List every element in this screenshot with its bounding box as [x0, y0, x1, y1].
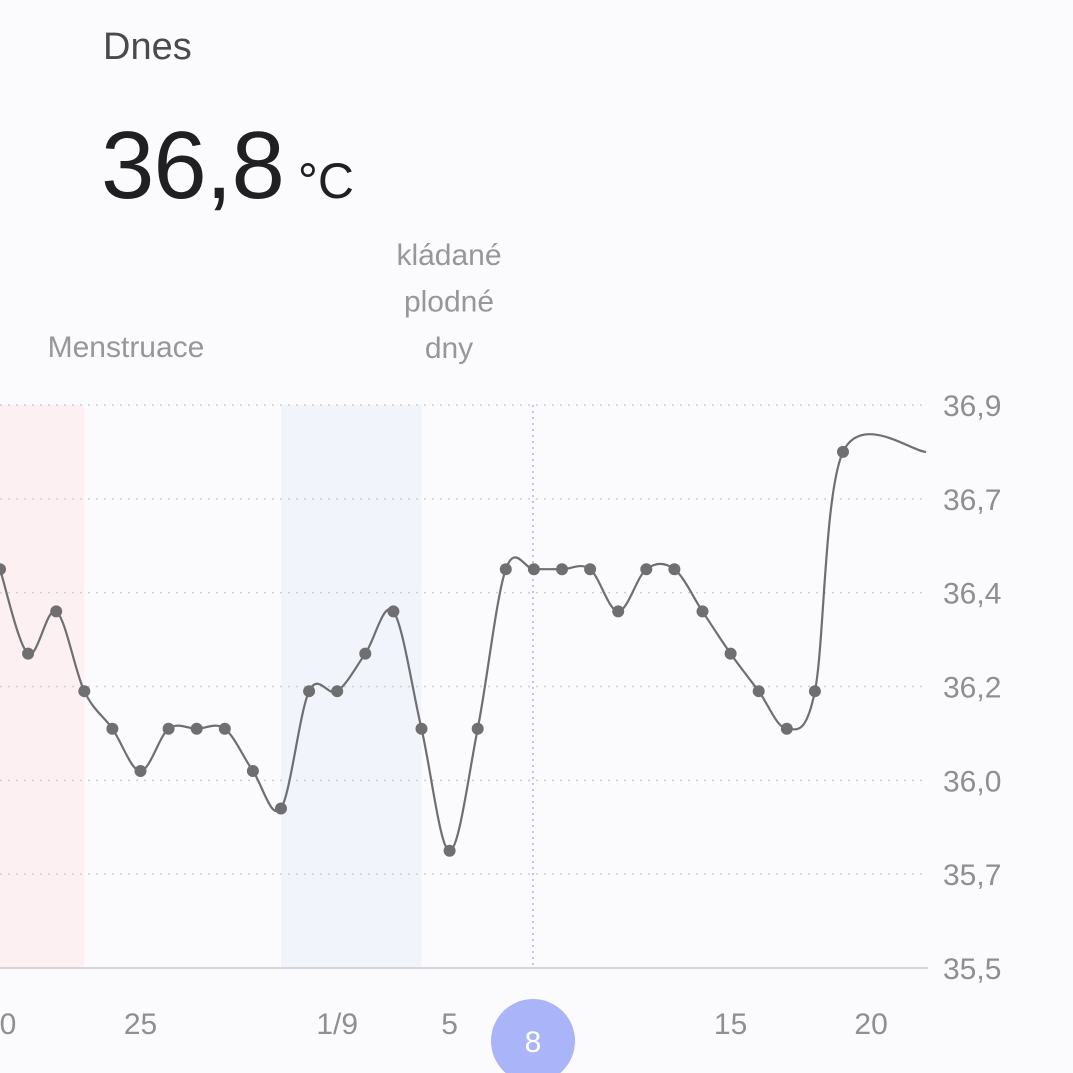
today-label: Dnes	[103, 26, 192, 68]
data-point[interactable]	[50, 605, 63, 618]
data-point[interactable]	[415, 722, 428, 735]
x-tick-label: 15	[714, 1008, 747, 1041]
temperature-line	[0, 433, 927, 852]
data-point[interactable]	[275, 802, 287, 815]
data-point[interactable]	[0, 563, 6, 576]
data-point[interactable]	[162, 722, 175, 735]
data-point[interactable]	[808, 685, 821, 698]
y-tick-label: 36,7	[943, 484, 1001, 517]
zone-label: plodné	[404, 286, 494, 319]
y-tick-label: 36,4	[943, 578, 1001, 611]
current-temperature: 36,8 °C	[101, 118, 354, 214]
x-tick-label: 1/9	[316, 1008, 358, 1041]
data-point[interactable]	[218, 722, 231, 735]
data-point[interactable]	[443, 844, 456, 857]
y-tick-label: 36,9	[943, 390, 1001, 423]
today-marker-label: 8	[525, 1026, 542, 1059]
y-tick-label: 35,5	[943, 953, 1001, 986]
data-point[interactable]	[780, 722, 793, 735]
temperature-unit: °C	[297, 153, 354, 209]
x-tick-label: 0	[0, 1008, 16, 1041]
data-point[interactable]	[499, 563, 512, 576]
data-point[interactable]	[22, 647, 35, 660]
data-point[interactable]	[303, 685, 316, 698]
data-point[interactable]	[106, 722, 119, 735]
data-point[interactable]	[527, 563, 540, 576]
data-point[interactable]	[246, 764, 259, 777]
data-point[interactable]	[556, 563, 568, 576]
data-point[interactable]	[331, 685, 344, 698]
data-point[interactable]	[837, 445, 849, 458]
x-tick-label: 5	[441, 1008, 458, 1041]
zone-label: Menstruace	[48, 331, 205, 364]
x-tick-label: 20	[854, 1008, 887, 1041]
y-tick-label: 35,7	[943, 859, 1001, 892]
x-tick-label: 25	[124, 1008, 157, 1041]
data-point[interactable]	[752, 685, 765, 698]
today-marker[interactable]	[491, 999, 575, 1073]
data-point[interactable]	[387, 605, 400, 618]
zone-label: dny	[425, 332, 473, 365]
data-point[interactable]	[359, 647, 372, 660]
data-point[interactable]	[668, 563, 681, 576]
data-point[interactable]	[640, 563, 653, 576]
data-point[interactable]	[724, 647, 737, 660]
data-point[interactable]	[612, 605, 625, 618]
zone-label: kládané	[396, 239, 501, 272]
data-point[interactable]	[696, 605, 709, 618]
y-tick-label: 36,2	[943, 672, 1001, 705]
y-tick-label: 36,0	[943, 765, 1001, 798]
temperature-value: 36,8	[101, 112, 285, 219]
data-point[interactable]	[134, 764, 147, 777]
data-point[interactable]	[471, 722, 484, 735]
data-point[interactable]	[584, 563, 597, 576]
data-point[interactable]	[190, 722, 203, 735]
zone-band	[0, 405, 85, 968]
data-point[interactable]	[78, 685, 91, 698]
